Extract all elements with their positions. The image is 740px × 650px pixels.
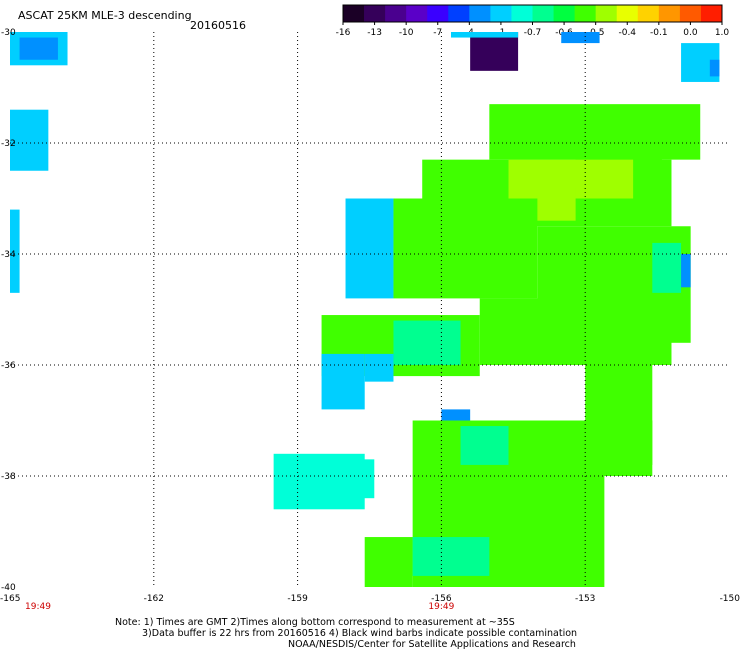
swath-cell (441, 409, 471, 421)
colorbar (342, 4, 723, 23)
colorbar-swatch (385, 5, 407, 22)
colorbar-swatch (700, 5, 723, 22)
swath-cell (307, 459, 375, 499)
colorbar-swatch (343, 5, 365, 22)
colorbar-swatch (679, 5, 702, 22)
swath-cell (393, 320, 461, 365)
y-tick-labels: -30 -32 -34 -36 -38 -40 (1, 28, 16, 593)
colorbar-labels: -16-13-10-7-4-1-0.7-0.6-0.5-0.4-0.10.01.… (336, 22, 730, 38)
swath-cell (470, 32, 519, 71)
y-tick-label: -32 (1, 139, 16, 149)
swath-cell (10, 209, 20, 293)
swath-cell (460, 426, 509, 465)
colorbar-label: -10 (399, 28, 414, 38)
footer-note-line1: Note: 1) Times are GMT 2)Times along bot… (115, 617, 515, 628)
plot-date: 20160516 (190, 19, 246, 32)
colorbar-swatch (406, 5, 428, 22)
colorbar-swatch (448, 5, 470, 22)
colorbar-swatch (574, 5, 597, 22)
x-tick-label: -153 (575, 594, 595, 604)
swath-cell (364, 353, 394, 382)
time-label: 19:49 (25, 602, 51, 612)
footer-credit: NOAA/NESDIS/Center for Satellite Applica… (288, 639, 576, 650)
colorbar-swatch (616, 5, 639, 22)
x-tick-label: -165 (0, 594, 20, 604)
swath-cell (537, 187, 576, 221)
y-tick-label: -36 (1, 361, 16, 371)
colorbar-label: -0.4 (618, 28, 636, 38)
swath-cell (412, 537, 490, 576)
colorbar-swatch (658, 5, 681, 22)
gridlines (10, 32, 729, 587)
swath-cell (681, 254, 691, 288)
swath-cell (561, 32, 600, 44)
x-tick-labels: -165 -162 -159 -156 -153 -150 (0, 594, 740, 604)
swath-cell (479, 298, 672, 365)
colorbar-swatch (637, 5, 660, 22)
y-tick-label: -34 (1, 250, 16, 260)
swath-cell (321, 353, 365, 410)
swath-cell (652, 242, 682, 293)
colorbar-swatch (595, 5, 618, 22)
swath-cell (345, 198, 394, 299)
colorbar-label: -0.7 (524, 28, 542, 38)
footer-note-line2: 3)Data buffer is 22 hrs from 20160516 4)… (142, 628, 577, 639)
colorbar-swatch (532, 5, 554, 22)
swath-cell (19, 37, 58, 60)
colorbar-label: -0.1 (650, 28, 668, 38)
x-tick-label: -162 (144, 594, 164, 604)
colorbar-label: 0.0 (683, 28, 698, 38)
colorbar-swatch (511, 5, 533, 22)
colorbar-swatch (364, 5, 386, 22)
plot-title: ASCAT 25KM MLE-3 descending (18, 9, 192, 22)
x-tick-label: -159 (287, 594, 308, 604)
colorbar-swatch (427, 5, 449, 22)
x-tick-label: -150 (720, 594, 740, 604)
swath-cell (364, 537, 413, 587)
swath-cell (412, 420, 653, 476)
colorbar-swatch (490, 5, 512, 22)
swath-cells (10, 32, 720, 587)
colorbar-swatch (469, 5, 491, 22)
time-labels: 19:49 19:49 (25, 602, 455, 612)
swath-cell (450, 32, 519, 38)
y-tick-label: -30 (1, 28, 16, 38)
colorbar-label: -7 (433, 28, 442, 38)
swath-cell (709, 59, 720, 77)
x-tick-label: -156 (431, 594, 452, 604)
colorbar-label: -13 (367, 28, 382, 38)
plot-area: -30-32-34-36-38-40 -165 -162 -159 -156 -153-… (0, 28, 740, 612)
y-tick-label: -40 (1, 583, 16, 593)
y-tick-label: -38 (1, 472, 16, 482)
swath-cell (393, 198, 538, 299)
time-label: 19:49 (428, 602, 454, 612)
colorbar-swatch (553, 5, 576, 22)
colorbar-label: 1.0 (715, 28, 730, 38)
colorbar-label: -16 (336, 28, 351, 38)
swath-cell (10, 109, 49, 171)
